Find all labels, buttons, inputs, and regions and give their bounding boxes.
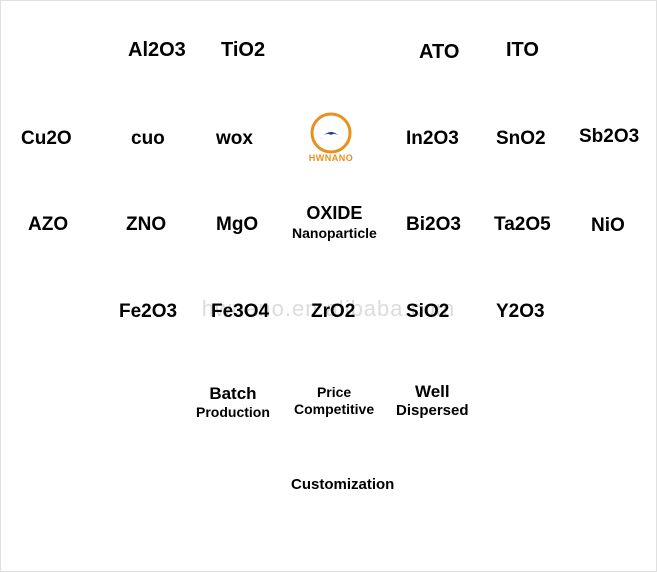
feature-price-competitive: Price Competitive	[294, 384, 374, 418]
compound-wox: wox	[216, 128, 253, 150]
feature-well-dispersed: Well Dispersed	[396, 382, 469, 420]
logo-icon	[309, 111, 353, 155]
compound-sno2: SnO2	[496, 128, 546, 150]
center-title: OXIDE Nanoparticle	[292, 203, 377, 241]
compound-cu2o: Cu2O	[21, 128, 72, 150]
compound-ito: ITO	[506, 39, 539, 62]
compound-ato: ATO	[419, 41, 459, 64]
feature-customization: Customization	[291, 476, 394, 493]
compound-zro2: ZrO2	[311, 301, 355, 323]
center-title-line2: Nanoparticle	[292, 225, 377, 242]
compound-mgo: MgO	[216, 214, 258, 236]
logo-label: HWNANO	[306, 153, 356, 163]
compound-sb2o3: Sb2O3	[579, 126, 639, 148]
compound-ta2o5: Ta2O5	[494, 214, 551, 236]
hwnano-logo: HWNANO	[306, 111, 356, 163]
compound-zno: ZNO	[126, 214, 166, 236]
compound-azo: AZO	[28, 214, 68, 236]
center-title-line1: OXIDE	[292, 203, 377, 225]
compound-fe2o3: Fe2O3	[119, 301, 177, 323]
oxide-nanoparticle-grid: Al2O3 TiO2 ATO ITO Cu2O cuo wox In2O3 Sn…	[1, 1, 656, 571]
compound-fe3o4: Fe3O4	[211, 301, 269, 323]
compound-tio2: TiO2	[221, 39, 265, 62]
compound-y2o3: Y2O3	[496, 301, 545, 323]
compound-bi2o3: Bi2O3	[406, 214, 461, 236]
compound-al2o3: Al2O3	[128, 39, 186, 62]
compound-nio: NiO	[591, 215, 625, 237]
compound-cuo: cuo	[131, 128, 165, 150]
compound-sio2: SiO2	[406, 301, 449, 323]
compound-in2o3: In2O3	[406, 128, 459, 150]
feature-batch-production: Batch Production	[196, 384, 270, 421]
